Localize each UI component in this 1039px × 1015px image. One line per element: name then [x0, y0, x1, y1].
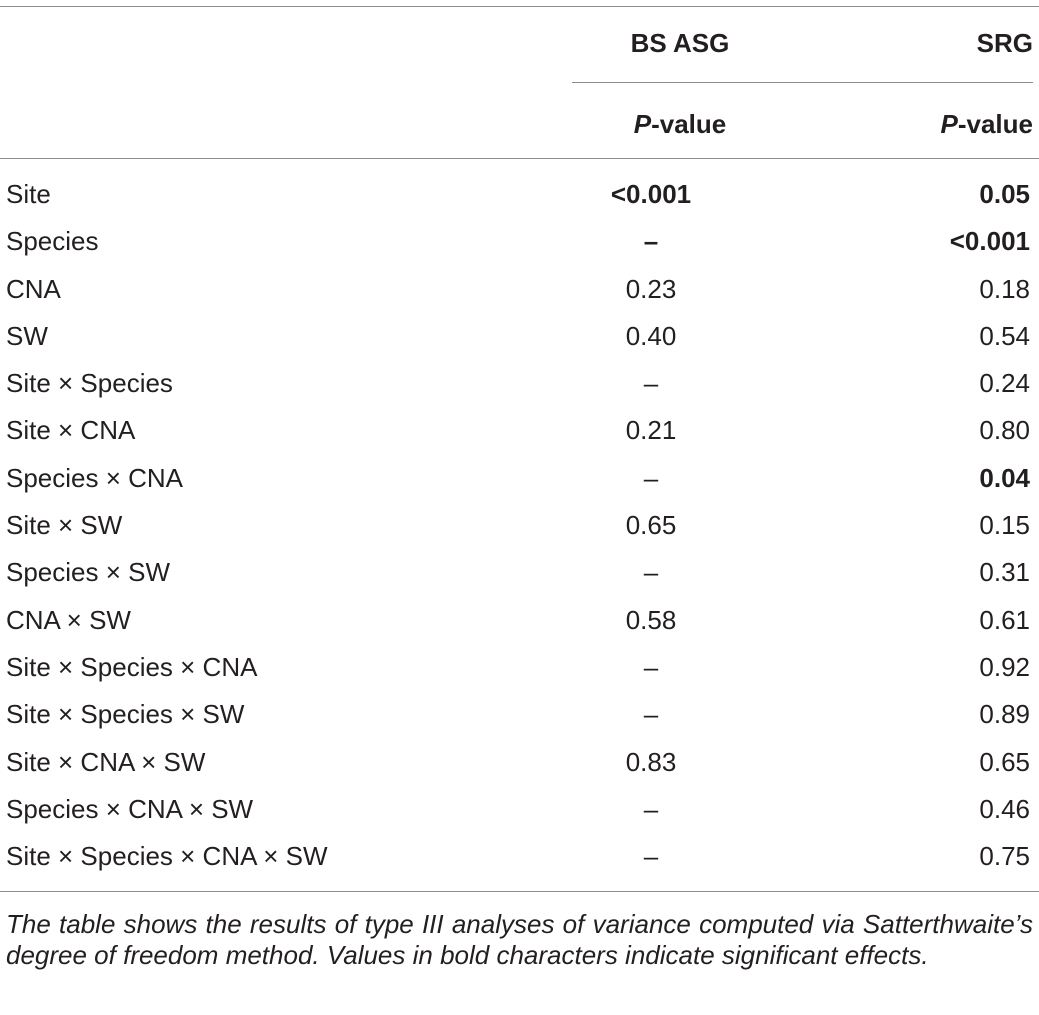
bs-asg-p-value: – — [643, 557, 659, 588]
row-label: Site × Species × CNA × SW — [6, 841, 328, 872]
row-label: Species — [6, 226, 99, 257]
p-suffix: -value — [651, 109, 727, 139]
table-row: Site × CNA 0.21 0.80 — [0, 407, 1039, 454]
row-label: Species × CNA — [6, 462, 184, 493]
row-label: CNA — [6, 273, 61, 304]
bs-asg-p-value: – — [643, 368, 659, 399]
subheader-p-value-bs-asg: P-value — [580, 109, 780, 139]
bs-asg-p-value: – — [643, 793, 659, 824]
srg-p-value: 0.92 — [979, 651, 1030, 682]
table-row: Species – <0.001 — [0, 218, 1039, 265]
table-bottom-rule — [0, 891, 1039, 892]
bs-asg-p-value: <0.001 — [610, 179, 692, 209]
table-row: Species × CNA × SW – 0.46 — [0, 786, 1039, 833]
srg-p-value: <0.001 — [949, 226, 1030, 257]
table-row: Species × CNA – 0.04 — [0, 455, 1039, 502]
bs-asg-p-value: – — [643, 226, 659, 257]
table-body: Site <0.001 0.05 Species – <0.001 CNA 0.23 0.18 S… — [0, 171, 1039, 880]
table-row: SW 0.40 0.54 — [0, 313, 1039, 360]
table-row: Site × Species × SW – 0.89 — [0, 691, 1039, 738]
srg-p-value: 0.89 — [979, 699, 1030, 730]
p-symbol: P — [633, 109, 652, 139]
srg-p-value: 0.18 — [979, 273, 1030, 304]
p-suffix: -value — [957, 109, 1033, 139]
bs-asg-p-value: – — [643, 841, 659, 872]
table-footnote: The table shows the results of type III … — [6, 909, 1033, 970]
srg-p-value: 0.31 — [979, 557, 1030, 588]
table-row: Site × CNA × SW 0.83 0.65 — [0, 739, 1039, 786]
row-label: Species × SW — [6, 557, 171, 588]
srg-p-value: 0.75 — [979, 841, 1030, 872]
column-header-srg: SRG — [976, 28, 1033, 58]
bs-asg-p-value: – — [643, 462, 659, 493]
bs-asg-p-value: 0.23 — [625, 273, 677, 304]
bs-asg-p-value: 0.21 — [625, 415, 677, 446]
bs-asg-p-value: 0.65 — [625, 510, 677, 541]
table-row: Site × Species × CNA – 0.92 — [0, 644, 1039, 691]
srg-p-value: 0.04 — [979, 462, 1030, 493]
subheader-p-value-srg: P-value — [941, 109, 1034, 139]
bs-asg-p-value: 0.83 — [625, 746, 677, 777]
srg-p-value: 0.61 — [979, 604, 1030, 635]
srg-p-value: 0.15 — [979, 510, 1030, 541]
bs-asg-p-value: – — [643, 651, 659, 682]
row-label: Site × CNA × SW — [6, 746, 206, 777]
column-header-bs-asg: BS ASG — [630, 28, 730, 58]
table-top-rule — [0, 6, 1039, 7]
table-row: Site × Species × CNA × SW – 0.75 — [0, 833, 1039, 880]
row-label: Site × CNA — [6, 415, 136, 446]
srg-p-value: 0.46 — [979, 793, 1030, 824]
table-row: Site <0.001 0.05 — [0, 171, 1039, 218]
srg-p-value: 0.65 — [979, 746, 1030, 777]
row-label: Site × Species — [6, 368, 173, 399]
bs-asg-p-value: – — [643, 699, 659, 730]
srg-p-value: 0.24 — [979, 368, 1030, 399]
row-label: Site × SW — [6, 510, 123, 541]
srg-p-value: 0.80 — [979, 415, 1030, 446]
row-label: CNA × SW — [6, 604, 131, 635]
column-group-rule — [572, 82, 1033, 83]
p-symbol: P — [940, 109, 958, 139]
row-label: SW — [6, 320, 48, 351]
row-label: Site × Species × SW — [6, 699, 245, 730]
row-label: Site × Species × CNA — [6, 651, 258, 682]
srg-p-value: 0.05 — [979, 179, 1030, 209]
bs-asg-p-value: 0.40 — [625, 320, 677, 351]
table-row: Site × Species – 0.24 — [0, 360, 1039, 407]
row-label: Species × CNA × SW — [6, 793, 254, 824]
table-row: CNA 0.23 0.18 — [0, 266, 1039, 313]
table-row: Species × SW – 0.31 — [0, 549, 1039, 596]
srg-p-value: 0.54 — [979, 320, 1030, 351]
table-row: Site × SW 0.65 0.15 — [0, 502, 1039, 549]
header-bottom-rule — [0, 158, 1039, 159]
table-row: CNA × SW 0.58 0.61 — [0, 597, 1039, 644]
bs-asg-p-value: 0.58 — [625, 604, 677, 635]
row-label: Site — [6, 179, 51, 209]
